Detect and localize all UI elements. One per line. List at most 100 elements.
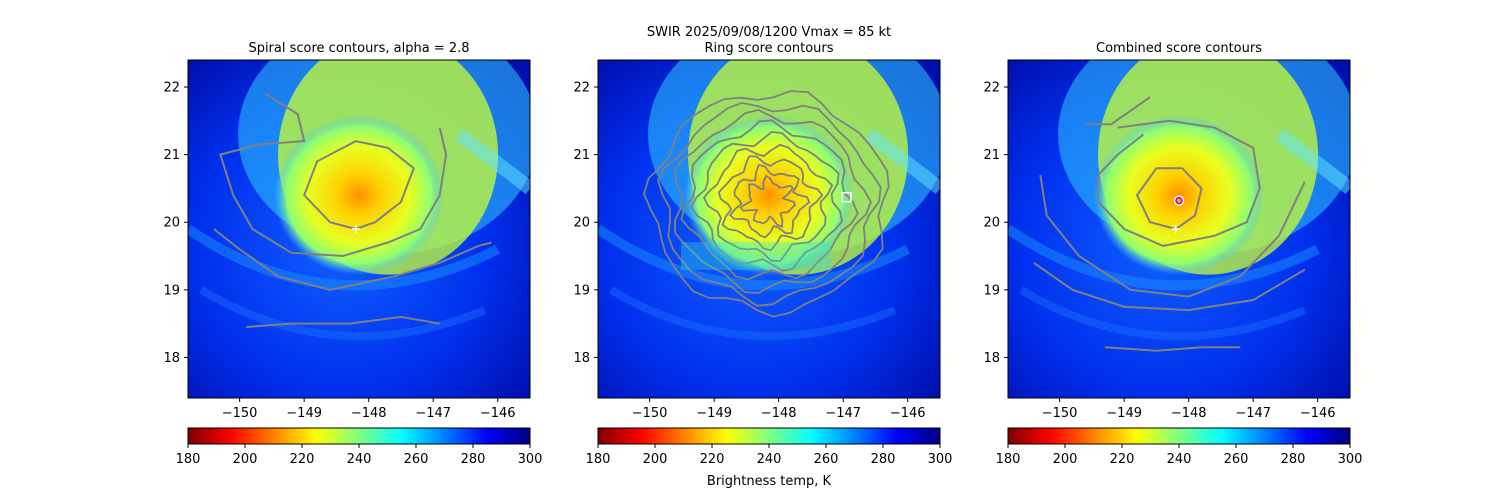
- y-tick-label: 20: [163, 216, 180, 231]
- x-tick-label: −148: [1171, 406, 1207, 421]
- colorbar-tick-label: 280: [871, 452, 896, 467]
- contour-line: [1097, 119, 1261, 247]
- score-contours: [643, 90, 890, 318]
- contour-line: [1104, 346, 1241, 352]
- colorbar-tick-label: 240: [347, 452, 372, 467]
- center-marker: [1173, 195, 1185, 206]
- y-tick-label: 22: [983, 81, 1000, 96]
- colorbar-label: Brightness temp, K: [707, 474, 832, 489]
- x-tick-label: −150: [222, 406, 258, 421]
- colorbar-tick-label: 220: [700, 452, 725, 467]
- colorbar-tick-label: 180: [586, 452, 611, 467]
- colorbar-tick-label: 220: [1110, 452, 1135, 467]
- contour-line: [643, 90, 890, 318]
- colorbar-tick-label: 300: [518, 452, 543, 467]
- ring-highlight: [681, 241, 831, 270]
- contour-line: [673, 109, 872, 294]
- y-tick-label: 18: [983, 351, 1000, 366]
- contour-line: [690, 130, 843, 272]
- x-tick-label: −150: [1042, 406, 1078, 421]
- storm-core: [274, 115, 444, 276]
- colorbar-tick-label: 280: [1281, 452, 1306, 467]
- panel-title: Spiral score contours, alpha = 2.8: [248, 41, 469, 56]
- y-tick-label: 21: [573, 148, 590, 163]
- axes-frame: [597, 59, 941, 399]
- rainband: [198, 286, 487, 341]
- y-tick-label: 22: [573, 81, 590, 96]
- secondary-marker: [1171, 225, 1180, 233]
- colorbar: 180 200 220 240 260 280 300: [176, 427, 543, 467]
- colorbar: 180 200 220 240 260 280 300: [586, 427, 953, 467]
- x-tick-label: −148: [351, 406, 387, 421]
- colorbar-tick-label: 240: [757, 452, 782, 467]
- y-tick-label: 22: [163, 81, 180, 96]
- center-marker: [841, 191, 852, 203]
- colorbar-tick-label: 200: [1053, 452, 1078, 467]
- satellite-image: [1008, 60, 1350, 398]
- rainband: [608, 286, 897, 341]
- score-contours: [1033, 96, 1306, 352]
- rainband: [454, 128, 530, 194]
- x-tick-label: −147: [1235, 406, 1271, 421]
- colorbar-tick-label: 260: [404, 452, 429, 467]
- contour-line: [1135, 167, 1203, 230]
- x-tick-label: −146: [1300, 406, 1336, 421]
- contour-line: [728, 163, 811, 239]
- colorbar: 180 200 220 240 260 280 300: [996, 427, 1363, 467]
- rainband: [1008, 224, 1320, 291]
- axes-frame: [187, 59, 531, 399]
- colorbar-gradient: [1007, 427, 1351, 445]
- colorbar-tick-label: 260: [1224, 452, 1249, 467]
- contour-line: [739, 174, 797, 229]
- colorbar-tick-label: 200: [643, 452, 668, 467]
- panel-2: Ring score contours −150 −149 −148 −147 −146 1…: [573, 41, 953, 467]
- colorbar-tick-label: 260: [814, 452, 839, 467]
- colorbar-tick-label: 300: [1338, 452, 1363, 467]
- suptitle: SWIR 2025/09/08/1200 Vmax = 85 kt: [647, 25, 891, 40]
- score-contours: [213, 92, 492, 328]
- y-tick-label: 20: [573, 216, 590, 231]
- satellite-image: [188, 60, 530, 398]
- colorbar-tick-label: 180: [996, 452, 1021, 467]
- y-tick-label: 20: [983, 216, 1000, 231]
- panel-title: Combined score contours: [1096, 41, 1262, 56]
- rainband: [1274, 128, 1350, 194]
- x-tick-label: −149: [1106, 406, 1142, 421]
- y-tick-label: 21: [163, 148, 180, 163]
- y-tick-label: 21: [983, 148, 1000, 163]
- rainband: [188, 224, 500, 291]
- contour-line: [702, 143, 834, 262]
- x-tick-label: −147: [415, 406, 451, 421]
- colorbar-tick-label: 300: [928, 452, 953, 467]
- center-marker: [351, 225, 360, 233]
- contour-line: [303, 140, 415, 230]
- x-tick-label: −146: [480, 406, 516, 421]
- panel-1: Spiral score contours, alpha = 2.8 −150 −1…: [163, 41, 543, 467]
- contour-line: [219, 92, 448, 258]
- colorbar-tick-label: 220: [290, 452, 315, 467]
- colorbar-tick-label: 180: [176, 452, 201, 467]
- y-tick-label: 19: [983, 283, 1000, 298]
- panel-3: Combined score contours −150 −149 −148 −147 −…: [983, 41, 1363, 467]
- satellite-image: [598, 60, 940, 398]
- colorbar-gradient: [597, 427, 941, 445]
- storm-core: [684, 115, 854, 276]
- center-marker: [1175, 196, 1183, 205]
- colorbar-tick-label: 240: [1167, 452, 1192, 467]
- x-tick-label: −146: [890, 406, 926, 421]
- x-tick-label: −149: [696, 406, 732, 421]
- contour-line: [246, 315, 440, 328]
- contour-line: [717, 155, 824, 252]
- x-tick-label: −150: [632, 406, 668, 421]
- colorbar-tick-label: 200: [233, 452, 258, 467]
- contour-line: [680, 119, 859, 281]
- contour-line: [1085, 96, 1151, 126]
- y-tick-label: 19: [163, 283, 180, 298]
- axes-frame: [1007, 59, 1351, 399]
- panel-title: Ring score contours: [704, 41, 833, 56]
- y-tick-label: 18: [163, 351, 180, 366]
- rainband: [1018, 286, 1307, 341]
- colorbar-gradient: [187, 427, 531, 445]
- contour-line: [1033, 261, 1306, 312]
